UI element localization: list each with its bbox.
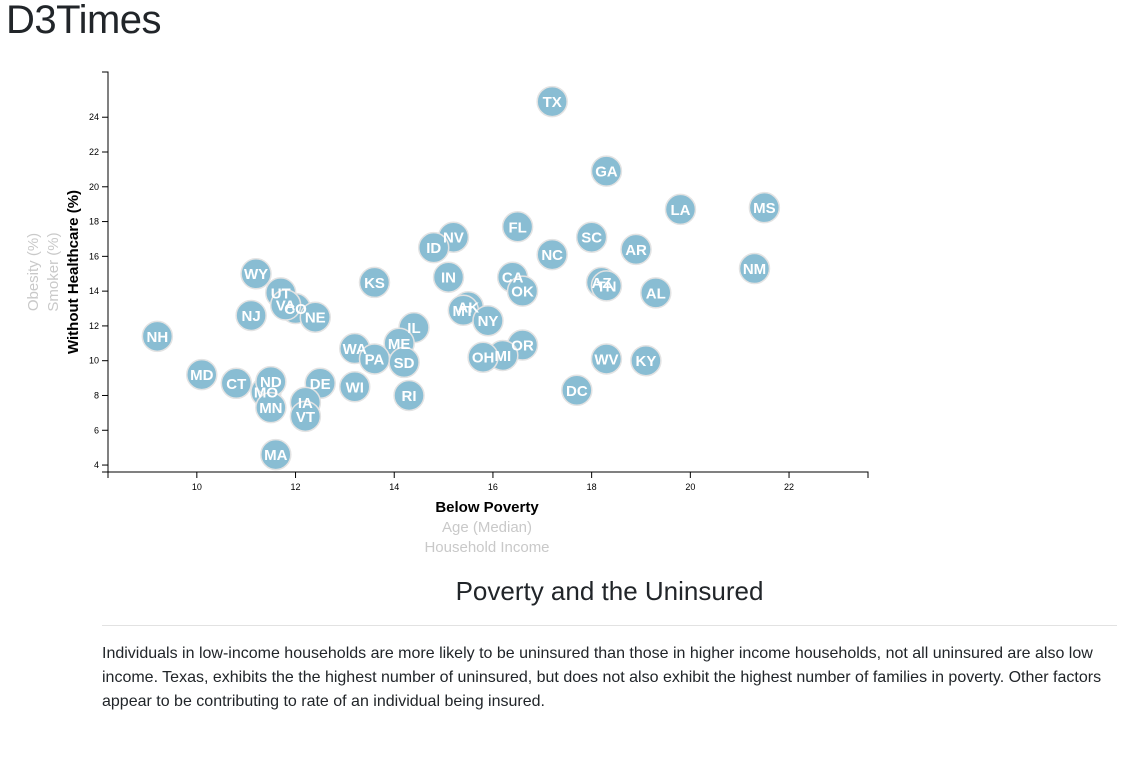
state-marker-tx[interactable] <box>536 85 568 118</box>
state-marker-oh[interactable] <box>467 341 499 373</box>
state-marker-vt[interactable] <box>289 400 322 433</box>
state-marker-tn[interactable] <box>590 270 623 302</box>
y-axis-option-without-healthcare[interactable]: Without Healthcare (%) <box>65 190 82 354</box>
site-brand: D3Times <box>6 0 162 42</box>
y-tick-label: 10 <box>89 356 99 366</box>
state-marker-mn[interactable] <box>255 391 287 424</box>
state-marker-id[interactable] <box>417 231 450 264</box>
y-axis-option-obesity[interactable]: Obesity (%) <box>25 233 42 311</box>
state-marker-ar[interactable] <box>620 233 652 266</box>
x-tick-label: 14 <box>389 482 399 492</box>
x-axis-option-household-income[interactable]: Household Income <box>424 539 549 556</box>
state-marker-nh[interactable] <box>141 320 174 353</box>
y-tick-label: 22 <box>89 147 99 157</box>
state-marker-ky[interactable] <box>630 344 662 377</box>
x-tick-label: 20 <box>685 482 695 492</box>
state-marker-fl[interactable] <box>501 211 534 243</box>
y-tick-label: 4 <box>94 460 99 470</box>
y-tick-label: 16 <box>89 251 99 261</box>
state-marker-wy[interactable] <box>240 257 272 290</box>
x-tick-label: 10 <box>192 482 202 492</box>
state-marker-ri[interactable] <box>393 379 425 412</box>
state-marker-wv[interactable] <box>590 343 623 375</box>
x-tick-label: 16 <box>488 482 498 492</box>
state-marker-la[interactable] <box>664 193 697 226</box>
state-marker-md[interactable] <box>186 358 218 391</box>
y-tick-label: 18 <box>89 217 99 227</box>
y-axis: 4 6 8 10 12 14 16 18 20 22 24 <box>89 71 109 473</box>
x-tick-label: 22 <box>784 482 794 492</box>
x-axis-option-below-poverty[interactable]: Below Poverty <box>435 499 539 516</box>
state-marker-al[interactable] <box>640 277 672 309</box>
article-title: Poverty and the Uninsured <box>455 576 764 606</box>
state-marker-ok[interactable] <box>506 275 539 307</box>
state-marker-ct[interactable] <box>220 367 253 400</box>
state-marker-pa[interactable] <box>358 343 391 375</box>
y-tick-label: 12 <box>89 321 99 331</box>
divider <box>102 625 1117 626</box>
y-axis-labels: Without Healthcare (%)Smoker (%)Obesity … <box>25 190 82 354</box>
state-marker-ms[interactable] <box>748 191 781 224</box>
y-axis-line <box>102 71 109 473</box>
x-tick-label: 18 <box>587 482 597 492</box>
state-marker-nj[interactable] <box>235 299 267 332</box>
state-marker-va[interactable] <box>269 289 302 321</box>
x-axis-labels: Below Poverty Age (Median) Household Incom… <box>424 499 549 556</box>
y-tick-label: 8 <box>94 390 99 400</box>
state-marker-ga[interactable] <box>590 155 623 187</box>
state-marker-ma[interactable] <box>260 438 292 471</box>
y-tick-label: 24 <box>89 112 99 122</box>
state-marker-nc[interactable] <box>536 238 568 271</box>
state-marker-in[interactable] <box>432 261 465 293</box>
state-marker-ny[interactable] <box>472 304 504 337</box>
y-tick-label: 14 <box>89 286 99 296</box>
y-tick-label: 20 <box>89 182 99 192</box>
x-axis-option-age-median[interactable]: Age (Median) <box>442 519 532 536</box>
x-axis-line <box>107 471 869 478</box>
x-tick-label: 12 <box>291 482 301 492</box>
article-body: Individuals in low-income households are… <box>102 645 1102 710</box>
state-marker-wi[interactable] <box>339 371 371 403</box>
state-marker-dc[interactable] <box>561 374 593 407</box>
state-marker-sd[interactable] <box>388 346 420 379</box>
state-marker-nm[interactable] <box>738 252 771 285</box>
state-marker-sc[interactable] <box>575 221 608 253</box>
state-marker-ne[interactable] <box>299 301 332 333</box>
state-marker-ks[interactable] <box>358 266 391 299</box>
y-tick-label: 6 <box>94 425 99 435</box>
x-axis: 10 12 14 16 18 20 22 <box>107 471 869 492</box>
y-axis-option-smoker[interactable]: Smoker (%) <box>45 232 62 311</box>
